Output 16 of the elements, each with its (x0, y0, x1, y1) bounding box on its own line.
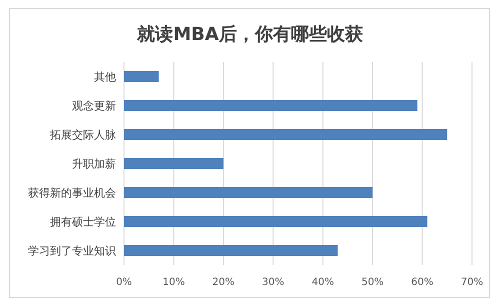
y-tick-label: 学习到了专业知识 (28, 244, 116, 258)
y-tick-label: 观念更新 (72, 100, 116, 112)
x-tick-label: 50% (361, 277, 384, 288)
y-tick-label: 拓展交际人脉 (49, 128, 116, 142)
x-tick-label: 20% (212, 277, 235, 288)
y-tick-label: 其他 (94, 70, 116, 84)
x-tick-label: 30% (262, 277, 284, 288)
y-tick-label: 拥有硕士学位 (50, 216, 116, 228)
x-tick-label: 10% (162, 277, 185, 288)
title: 就读MBA后，你有哪些收获 (137, 24, 363, 45)
x-tick-label: 60% (411, 277, 434, 288)
x-tick-label: 70% (460, 277, 484, 288)
y-tick-label: 升职加薪 (72, 158, 116, 170)
x-tick-label: 40% (312, 277, 334, 288)
x-tick-label: 0% (116, 277, 132, 288)
y-tick-label: 获得新的事业机会 (28, 186, 116, 200)
